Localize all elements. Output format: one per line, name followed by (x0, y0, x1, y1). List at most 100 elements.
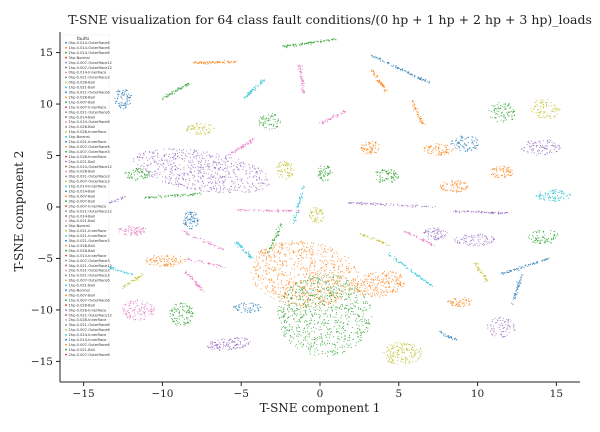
data-point (249, 311, 251, 313)
data-point (144, 315, 146, 317)
data-point (191, 164, 193, 166)
data-point (430, 145, 432, 147)
data-point (548, 139, 550, 141)
data-point (543, 110, 545, 112)
data-point (454, 304, 456, 306)
data-point (233, 165, 235, 167)
data-point (325, 274, 328, 277)
data-point (291, 173, 293, 175)
data-point (387, 350, 389, 352)
data-point (189, 171, 191, 173)
data-point (336, 337, 338, 340)
data-point (411, 346, 413, 348)
data-point (162, 162, 164, 164)
data-point (307, 331, 309, 333)
data-point (326, 179, 328, 181)
data-point (290, 292, 292, 294)
data-point (136, 305, 138, 307)
data-point (186, 225, 189, 228)
data-point (314, 310, 317, 312)
data-point (504, 103, 506, 106)
data-point (303, 339, 305, 341)
data-point (171, 310, 173, 312)
data-point (121, 227, 123, 229)
data-point (309, 288, 311, 290)
data-point (381, 280, 383, 283)
data-point (450, 183, 452, 185)
data-point (332, 304, 334, 306)
data-point (141, 308, 143, 310)
data-point (502, 317, 504, 320)
data-point (309, 349, 311, 351)
data-point (151, 171, 153, 174)
data-point (237, 166, 239, 168)
data-point (367, 330, 369, 332)
data-point (538, 140, 540, 143)
data-point (328, 301, 330, 303)
data-point (300, 317, 302, 319)
data-point (124, 102, 126, 104)
data-point (556, 107, 558, 109)
data-point (184, 214, 187, 216)
data-point (385, 177, 388, 180)
data-point (166, 258, 168, 260)
data-point (445, 144, 447, 146)
data-point (222, 168, 224, 171)
data-point (129, 176, 131, 178)
data-point (239, 178, 241, 180)
data-point (486, 237, 488, 239)
data-point (254, 168, 256, 170)
data-point (334, 322, 336, 324)
data-point (299, 241, 301, 243)
data-point (286, 297, 288, 299)
data-point (235, 305, 237, 307)
data-point (311, 313, 313, 315)
data-point (161, 164, 163, 166)
data-point (218, 349, 220, 351)
data-point (311, 294, 313, 297)
data-point (254, 270, 256, 272)
data-point (320, 210, 322, 212)
data-point (534, 242, 536, 244)
data-point (242, 168, 244, 170)
data-point (307, 333, 309, 335)
data-point (471, 242, 473, 244)
data-point (508, 325, 510, 328)
data-point (448, 153, 450, 155)
data-point (259, 266, 261, 268)
data-point (316, 213, 318, 215)
data-point (306, 282, 308, 284)
data-point (324, 303, 326, 305)
data-point (370, 293, 372, 295)
data-point (126, 96, 128, 98)
data-point (320, 268, 322, 270)
data-point (151, 157, 154, 159)
data-point (261, 182, 263, 184)
data-point (289, 258, 291, 260)
data-point (336, 292, 339, 294)
data-point (268, 184, 270, 186)
data-point (161, 159, 163, 162)
data-point (347, 323, 349, 325)
data-point (123, 108, 125, 110)
data-point (209, 346, 211, 348)
data-point (153, 260, 155, 262)
data-point (253, 267, 255, 269)
data-point (336, 283, 339, 285)
data-point (143, 318, 146, 320)
data-point (297, 335, 299, 337)
data-point (263, 117, 265, 119)
data-point (411, 351, 413, 353)
data-point (366, 322, 368, 324)
data-point (324, 171, 326, 173)
data-point (322, 304, 325, 306)
cluster (124, 167, 150, 181)
data-point (268, 272, 270, 274)
data-point (215, 190, 217, 192)
data-point (276, 277, 278, 279)
data-point (365, 149, 367, 151)
data-point (302, 242, 304, 244)
data-point (244, 187, 246, 189)
data-point (178, 263, 180, 265)
data-point (546, 115, 548, 117)
